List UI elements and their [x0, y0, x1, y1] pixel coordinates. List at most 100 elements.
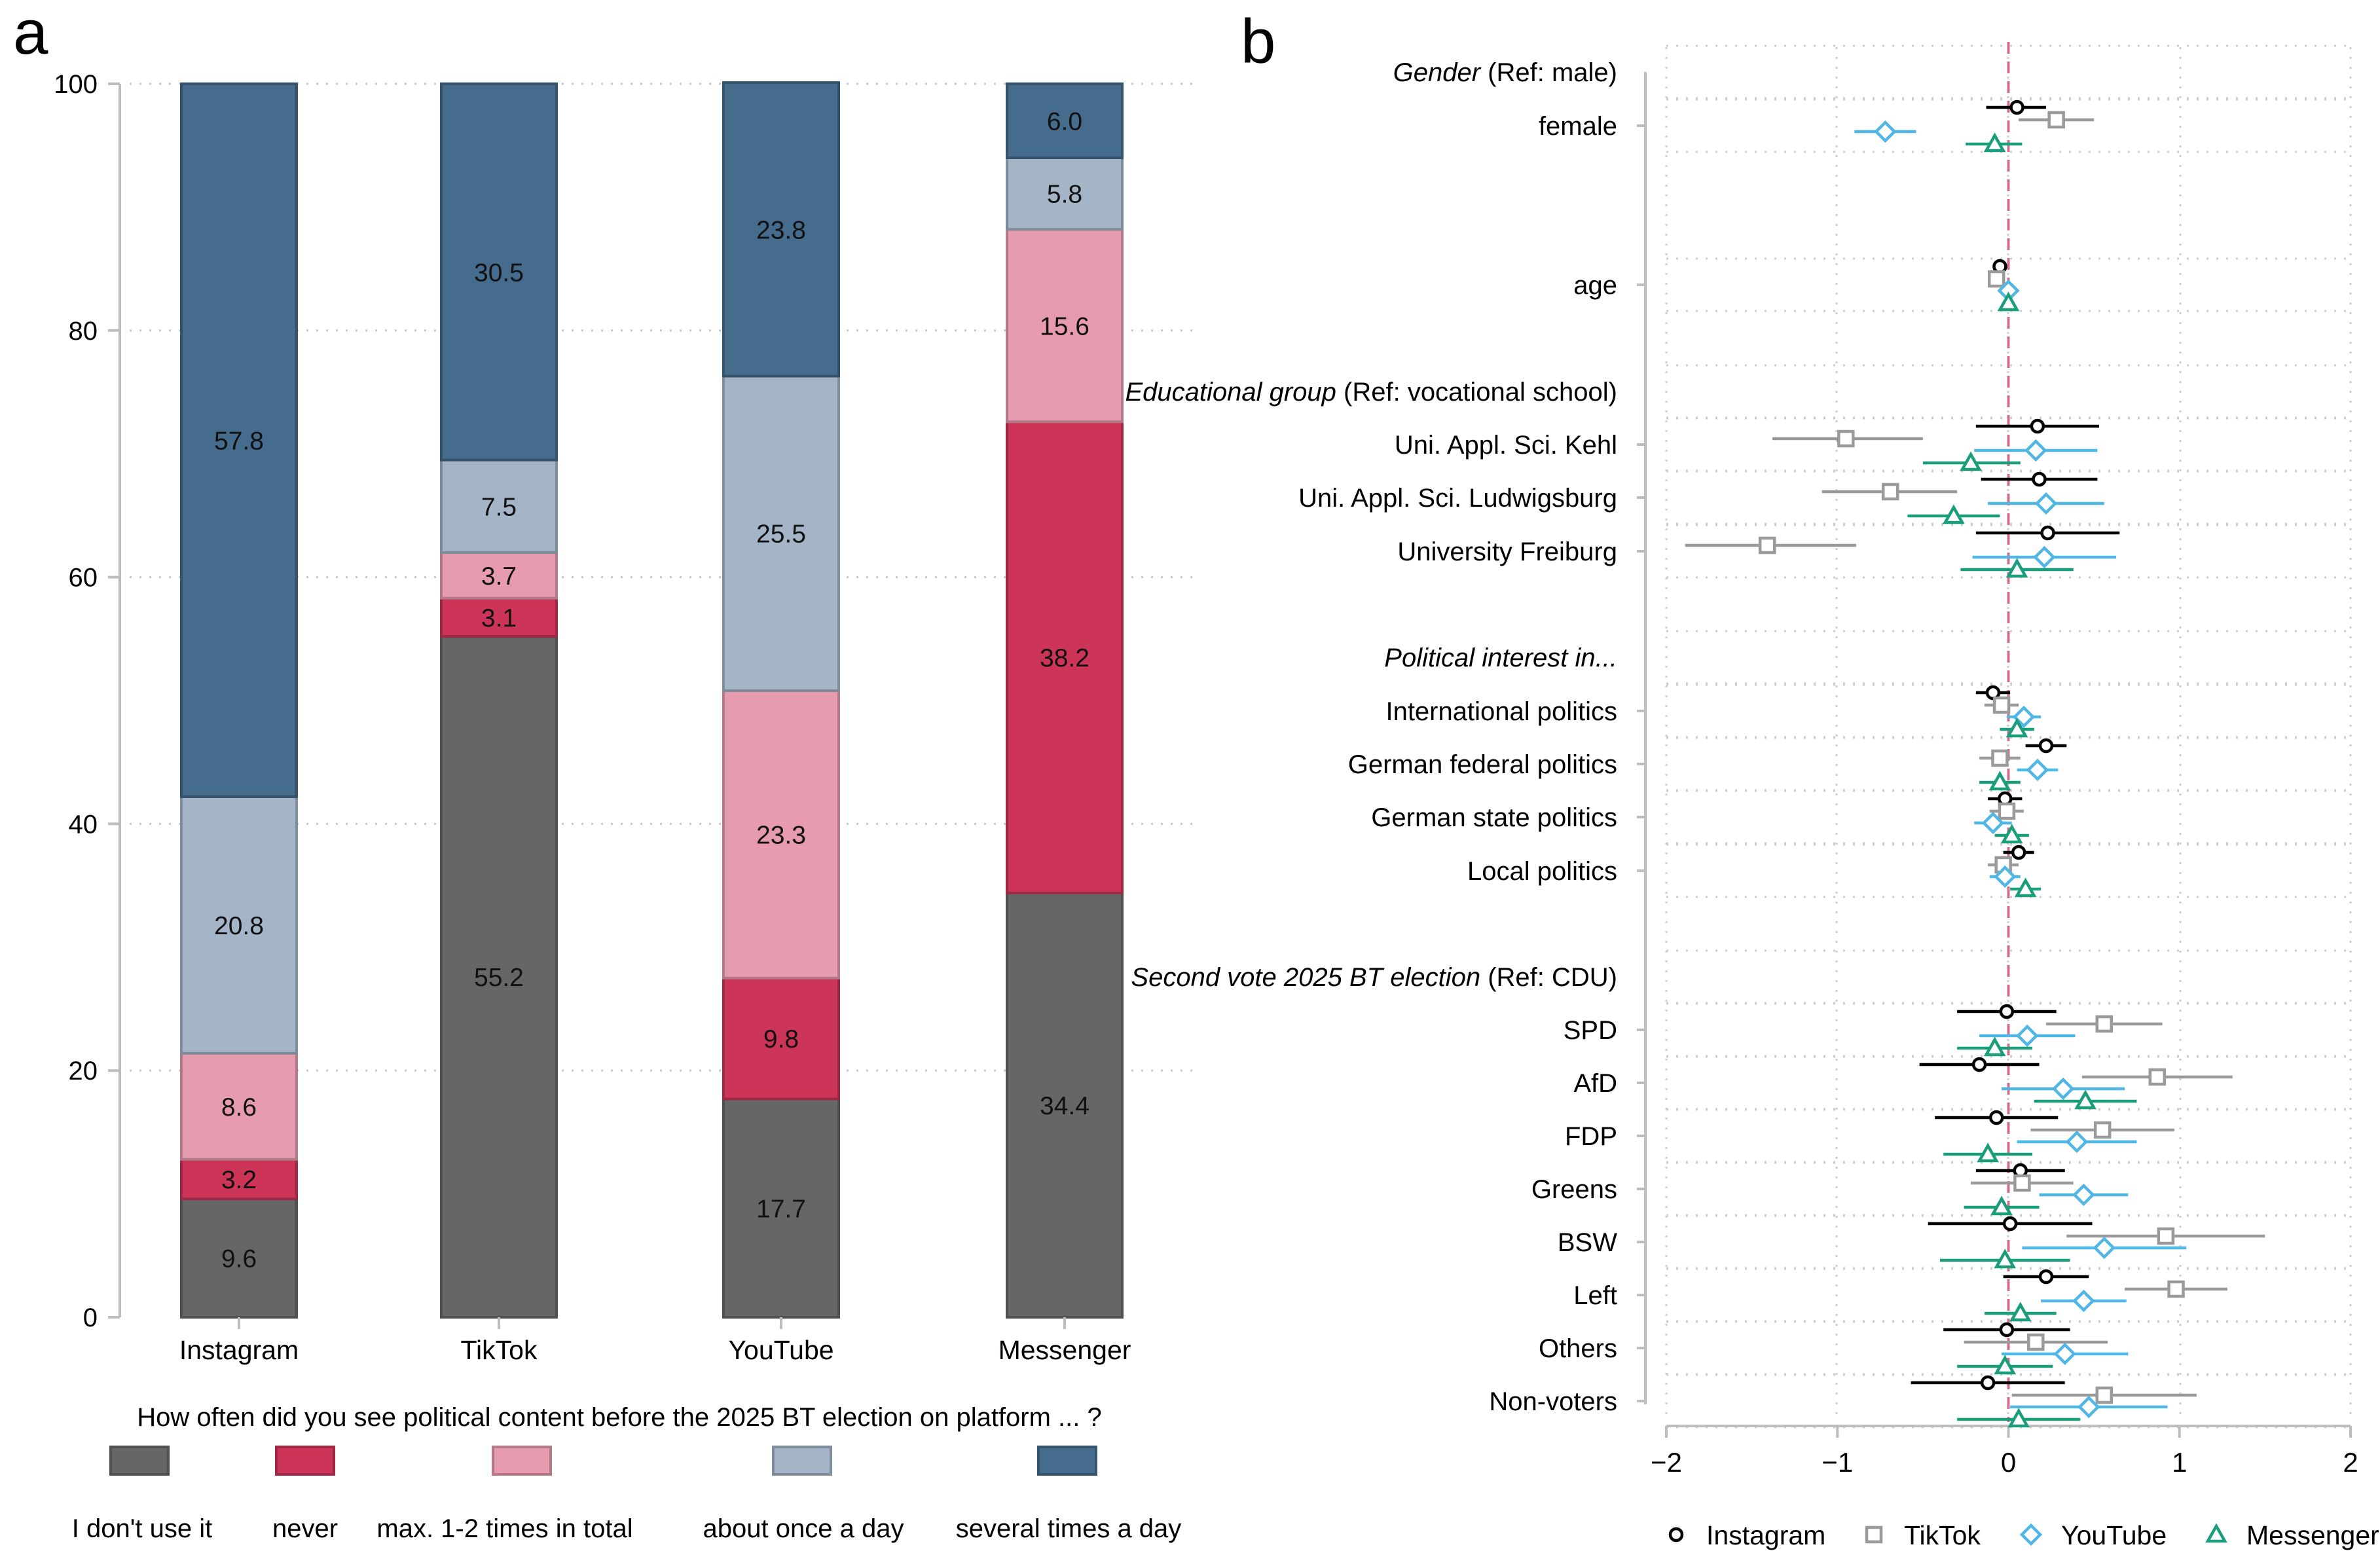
y-tick-label: 60	[69, 564, 98, 593]
row-header-educational-group: Educational group (Ref: vocational schoo…	[1125, 378, 1617, 407]
row-label-female: female	[1539, 112, 1617, 141]
legend-marker-messenger	[2205, 1523, 2227, 1543]
legend-swatch-once_day	[772, 1446, 832, 1476]
point-local-politics-instagram	[2011, 845, 2026, 860]
row-label-age: age	[1573, 271, 1617, 300]
point-female-youtube	[1874, 120, 1897, 143]
point-local-politics-messenger	[2014, 877, 2037, 898]
y-tick-label: 100	[54, 70, 98, 99]
bar-value-label: 23.3	[756, 821, 806, 849]
point-uni-appl-sci-kehl-messenger	[1960, 451, 1982, 471]
point-female-instagram	[2009, 100, 2024, 115]
point-fdp-youtube	[2065, 1130, 2089, 1154]
legend-marker-instagram	[1668, 1527, 1684, 1542]
point-left-youtube	[2072, 1289, 2095, 1313]
bar-value-label: 30.5	[474, 259, 524, 287]
bar-tiktok-never	[440, 596, 558, 638]
legend-label-tiktok: TikTok	[1904, 1520, 1981, 1550]
point-female-messenger	[1983, 132, 2006, 153]
row-label-german-state-politics: German state politics	[1371, 803, 1617, 832]
point-others-tiktok	[2027, 1333, 2045, 1351]
bar-value-label: 38.2	[1040, 644, 1089, 672]
row-label-german-federal-politics: German federal politics	[1348, 750, 1617, 779]
point-uni-appl-sci-kehl-instagram	[2030, 418, 2045, 434]
row-header-political-interest-in: Political interest in...	[1384, 644, 1617, 672]
bar-value-label: 15.6	[1040, 312, 1089, 340]
y-tick-label: 0	[83, 1304, 98, 1332]
legend-label-dont_use: I don't use it	[72, 1514, 212, 1543]
point-greens-tiktok	[2013, 1174, 2031, 1192]
bar-instagram-max12	[180, 1051, 298, 1161]
legend-swatch-several_day	[1037, 1446, 1097, 1476]
point-afd-messenger	[2074, 1089, 2096, 1110]
bar-youtube-several_day	[722, 81, 840, 378]
bar-value-label: 6.0	[1047, 108, 1082, 136]
row-header-italic: Gender	[1393, 58, 1482, 87]
point-international-politics-youtube	[2012, 705, 2036, 729]
point-afd-youtube	[2051, 1077, 2075, 1101]
point-others-instagram	[1999, 1322, 2015, 1338]
panel-b-coefficient-plot: −2 −1 0 1 2 Gender (Ref: male) female age Educat…	[1125, 42, 2379, 1550]
x-tick-label-tiktok: TikTok	[461, 1335, 538, 1365]
point-greens-messenger	[1990, 1195, 2013, 1216]
bar-value-label: 17.7	[756, 1195, 806, 1223]
legend-swatch-max12	[492, 1446, 552, 1476]
bar-value-label: 3.1	[481, 604, 517, 632]
row-header-reference: (Ref: vocational school)	[1336, 378, 1617, 407]
point-non-voters-youtube	[2078, 1395, 2100, 1419]
legend-swatch-never	[275, 1446, 335, 1476]
bar-youtube-once_day	[722, 374, 840, 692]
bar-value-label: 5.8	[1047, 181, 1082, 209]
bar-youtube-never	[722, 976, 840, 1101]
bar-value-label: 34.4	[1040, 1092, 1089, 1120]
row-label-university-freiburg: University Freiburg	[1397, 538, 1617, 566]
bar-value-label: 9.6	[221, 1245, 257, 1273]
point-uni-appl-sci-ludwigsburg-tiktok	[1881, 483, 1899, 501]
y-tick-label: 20	[69, 1057, 98, 1085]
point-fdp-tiktok	[2093, 1121, 2112, 1139]
bar-youtube-max12	[722, 689, 840, 979]
x-tick-label: −1	[1822, 1447, 1853, 1478]
bar-instagram-never	[180, 1158, 298, 1201]
point-local-politics-youtube	[1994, 865, 2017, 888]
row-header-reference: (Ref: male)	[1480, 58, 1617, 87]
x-tick-label-instagram: Instagram	[179, 1335, 299, 1365]
point-fdp-instagram	[1988, 1110, 2004, 1125]
point-spd-instagram	[1999, 1004, 2015, 1019]
row-header-gender: Gender (Ref: male)	[1393, 58, 1617, 87]
bar-value-label: 55.2	[474, 964, 524, 992]
point-female-tiktok	[2047, 111, 2065, 129]
bar-value-label: 8.6	[221, 1093, 257, 1121]
point-fdp-messenger	[1977, 1142, 2000, 1163]
bar-value-label: 23.8	[756, 216, 806, 244]
point-bsw-messenger	[1994, 1249, 2017, 1269]
row-header-italic: Second vote 2025 BT election	[1131, 963, 1480, 992]
legend-label-several_day: several times a day	[956, 1514, 1182, 1543]
bar-instagram-several_day	[180, 82, 298, 798]
point-bsw-tiktok	[2157, 1227, 2175, 1245]
point-non-voters-tiktok	[2095, 1386, 2114, 1404]
row-label-non-voters: Non-voters	[1489, 1387, 1617, 1416]
point-german-state-politics-youtube	[1981, 811, 2005, 835]
bar-value-label: 3.7	[481, 562, 517, 591]
bar-value-label: 3.2	[221, 1166, 257, 1194]
panel-a-stacked-bar-chart: 0 20 40 60 80 100 9.6 3.2 8.6 20.8 57.8 Instagram 55…	[54, 70, 1198, 1543]
row-label-international-politics: International politics	[1385, 697, 1617, 726]
legend-label-once_day: about once a day	[703, 1514, 904, 1543]
point-spd-youtube	[2016, 1024, 2039, 1048]
x-tick-label: −2	[1651, 1447, 1682, 1478]
point-spd-tiktok	[2095, 1015, 2114, 1033]
row-label-uni-appl-sci-ludwigsburg: Uni. Appl. Sci. Ludwigsburg	[1298, 484, 1617, 513]
point-uni-appl-sci-ludwigsburg-instagram	[2032, 471, 2047, 487]
row-label-greens: Greens	[1531, 1175, 1617, 1204]
x-tick-label-youtube: YouTube	[728, 1335, 833, 1365]
row-header-italic: Educational group	[1125, 378, 1336, 407]
point-others-youtube	[2053, 1342, 2076, 1366]
row-label-left: Left	[1573, 1281, 1617, 1310]
point-uni-appl-sci-kehl-youtube	[2024, 439, 2047, 462]
point-greens-youtube	[2072, 1183, 2095, 1207]
point-german-state-politics-tiktok	[1998, 802, 2016, 820]
point-german-federal-politics-instagram	[2038, 738, 2054, 754]
bar-tiktok-max12	[440, 551, 558, 600]
row-label-bsw: BSW	[1558, 1228, 1617, 1257]
